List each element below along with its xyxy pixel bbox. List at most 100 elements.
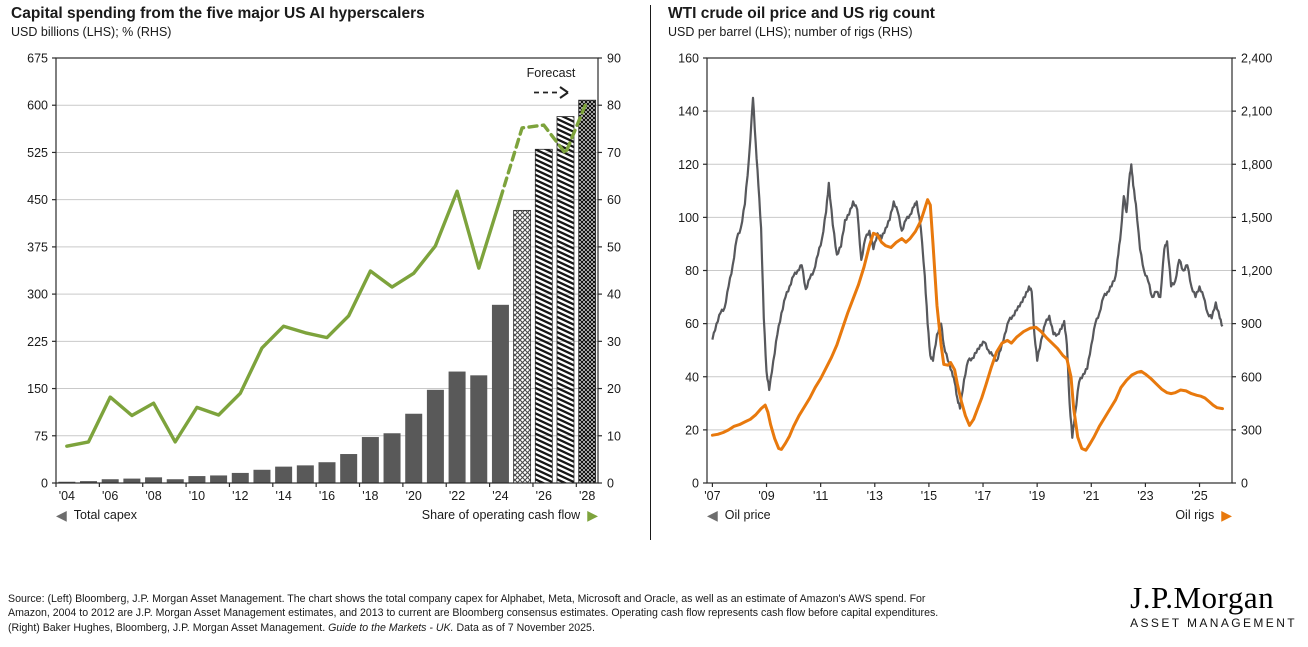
axis-tick-label: '10 bbox=[189, 489, 205, 503]
capex-bar bbox=[448, 371, 466, 483]
axis-tick-label: '13 bbox=[867, 489, 883, 503]
axis-tick-label: 0 bbox=[1241, 477, 1248, 491]
source-footnote: Source: (Left) Bloomberg, J.P. Morgan As… bbox=[8, 592, 1133, 635]
axis-tick-label: '25 bbox=[1191, 489, 1207, 503]
capex-bars bbox=[58, 99, 597, 484]
right-chart-canvas: 0 20 40 60 80 100 120 140 160 0 300 600 900 1,200 1,50… bbox=[678, 52, 1272, 504]
capex-bar bbox=[361, 437, 379, 483]
axis-tick-label: 0 bbox=[41, 477, 48, 491]
axis-tick-label: 120 bbox=[678, 158, 699, 172]
left-triangle-icon: ◀ bbox=[56, 507, 67, 523]
axis-tick-label: 300 bbox=[27, 288, 48, 302]
axis-tick-label: 160 bbox=[678, 52, 699, 66]
capex-bar bbox=[275, 466, 293, 483]
axis-tick-label: '06 bbox=[102, 489, 118, 503]
axis-tick-label: 60 bbox=[607, 193, 621, 207]
right-chart-legend: ◀ Oil price Oil rigs ▶ bbox=[707, 508, 1232, 522]
axis-tick-label: '12 bbox=[232, 489, 248, 503]
axis-tick-label: '26 bbox=[536, 489, 552, 503]
forecast-label: Forecast bbox=[526, 66, 576, 80]
axis-tick-label: 1,500 bbox=[1241, 211, 1272, 225]
axis-tick-label: 70 bbox=[607, 146, 621, 160]
legend-oil-price: ◀ Oil price bbox=[707, 508, 771, 522]
axis-tick-label: '07 bbox=[704, 489, 720, 503]
capex-bar bbox=[58, 481, 76, 483]
footnote-line-3: (Right) Baker Hughes, Bloomberg, J.P. Mo… bbox=[8, 621, 595, 634]
publication-title: Guide to the Markets - UK. bbox=[328, 621, 454, 634]
axis-tick-label: 225 bbox=[27, 335, 48, 349]
capex-bar bbox=[80, 481, 98, 483]
legend-total-capex: ◀ Total capex bbox=[56, 508, 137, 522]
left-chart-legend: ◀ Total capex Share of operating cash fl… bbox=[56, 508, 598, 522]
panel-divider bbox=[650, 5, 652, 540]
capex-bar bbox=[231, 472, 249, 483]
capex-bar bbox=[145, 477, 163, 483]
axis-tick-label: '04 bbox=[59, 489, 75, 503]
legend-oil-rigs-label: Oil rigs bbox=[1175, 508, 1215, 522]
axis-tick-label: '19 bbox=[1029, 489, 1045, 503]
axis-tick-label: 600 bbox=[27, 99, 48, 113]
capex-bar bbox=[101, 479, 119, 483]
jpmorgan-logo-subtitle: ASSET MANAGEMENT bbox=[1130, 616, 1297, 630]
axis-tick-label: 375 bbox=[27, 240, 48, 254]
axis-tick-label: 20 bbox=[607, 382, 621, 396]
oil-price-line bbox=[711, 96, 1224, 439]
axis-tick-label: 1,800 bbox=[1241, 158, 1272, 172]
axis-tick-label: '16 bbox=[319, 489, 335, 503]
axis-tick-label: 80 bbox=[607, 99, 621, 113]
capex-bar bbox=[513, 209, 532, 484]
axis-tick-label: 60 bbox=[685, 317, 699, 331]
share-of-ocf-line-forecast bbox=[498, 98, 589, 201]
axis-tick-label: 50 bbox=[607, 240, 621, 254]
footnote-line-2: Amazon, 2004 to 2012 are J.P. Morgan Ass… bbox=[8, 607, 939, 620]
capex-bar bbox=[426, 389, 444, 483]
axis-tick-label: '20 bbox=[406, 489, 422, 503]
left-chart-subtitle: USD billions (LHS); % (RHS) bbox=[11, 25, 172, 39]
legend-share-ocf-label: Share of operating cash flow bbox=[421, 508, 581, 522]
legend-total-capex-label: Total capex bbox=[73, 508, 138, 522]
axis-tick-label: '09 bbox=[758, 489, 774, 503]
left-triangle-icon: ◀ bbox=[707, 507, 718, 523]
capex-bar bbox=[491, 304, 509, 483]
axis-tick-label: 150 bbox=[27, 382, 48, 396]
capex-bar bbox=[383, 433, 401, 483]
axis-tick-label: 1,200 bbox=[1241, 264, 1272, 278]
plot-frame bbox=[55, 57, 599, 484]
jpmorgan-logo: J.P.Morgan ASSET MANAGEMENT bbox=[1130, 582, 1297, 630]
axis-tick-label: 0 bbox=[607, 477, 614, 491]
legend-share-ocf: Share of operating cash flow ▶ bbox=[422, 508, 598, 522]
axis-tick-label: 140 bbox=[678, 105, 699, 119]
axis-tick-label: '17 bbox=[975, 489, 991, 503]
capex-bar bbox=[123, 478, 141, 483]
axis-tick-label: 300 bbox=[1241, 423, 1262, 437]
capex-bar bbox=[470, 375, 488, 483]
capex-bar bbox=[534, 148, 553, 484]
axis-tick-label: 40 bbox=[685, 370, 699, 384]
right-triangle-icon: ▶ bbox=[1221, 507, 1232, 523]
left-chart-axes: 0 75 150 225 300 375 450 525 600 675 0 10 20 30 40 50 60… bbox=[27, 52, 621, 504]
axis-tick-label: '08 bbox=[145, 489, 161, 503]
left-chart-canvas: 0 75 150 225 300 375 450 525 600 675 0 10 20 30 40 50 60… bbox=[27, 52, 621, 504]
axis-tick-label: 2,100 bbox=[1241, 105, 1272, 119]
axis-tick-label: 0 bbox=[692, 477, 699, 491]
capex-bar bbox=[253, 469, 271, 483]
axis-tick-label: '24 bbox=[492, 489, 508, 503]
axis-tick-label: 450 bbox=[27, 193, 48, 207]
axis-tick-label: 75 bbox=[34, 429, 48, 443]
oil-rigs-line bbox=[710, 198, 1224, 452]
capex-bar bbox=[210, 475, 228, 483]
axis-tick-label: '21 bbox=[1083, 489, 1099, 503]
axis-tick-label: 525 bbox=[27, 146, 48, 160]
axis-tick-label: 900 bbox=[1241, 317, 1262, 331]
right-triangle-icon: ▶ bbox=[587, 507, 598, 523]
left-chart-title: Capital spending from the five major US … bbox=[11, 5, 425, 22]
axis-tick-label: 40 bbox=[607, 288, 621, 302]
capex-bar bbox=[296, 465, 314, 483]
axis-tick-label: 80 bbox=[685, 264, 699, 278]
axis-tick-label: '11 bbox=[813, 489, 828, 503]
capex-bar bbox=[340, 454, 358, 483]
legend-oil-rigs: Oil rigs ▶ bbox=[1175, 508, 1232, 522]
axis-tick-label: '14 bbox=[275, 489, 291, 503]
forecast-arrow-icon bbox=[534, 86, 569, 99]
capex-bar bbox=[318, 462, 336, 483]
